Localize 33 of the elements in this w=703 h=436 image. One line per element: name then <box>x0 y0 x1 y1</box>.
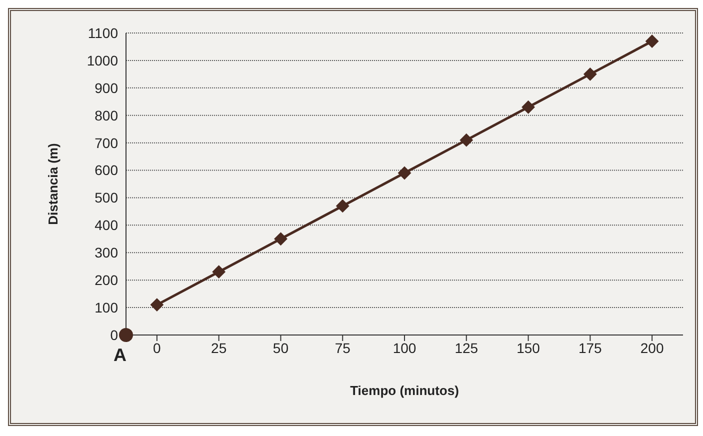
y-tick-label: 900 <box>94 80 118 96</box>
y-tick-label: 600 <box>94 162 118 178</box>
y-tick-label: 0 <box>110 326 118 343</box>
y-tick-label: 1100 <box>88 24 118 41</box>
y-tick-label: 100 <box>94 300 118 316</box>
y-tick-label: 700 <box>94 134 118 151</box>
y-tick-label: 300 <box>94 244 118 261</box>
y-axis-title: Distancia (m) <box>46 143 61 225</box>
point <box>212 265 226 278</box>
point <box>336 199 350 212</box>
x-tick-label: 25 <box>211 340 227 356</box>
y-tick-label: 400 <box>94 217 118 234</box>
y-tick-label: 1000 <box>86 52 118 68</box>
point <box>522 100 535 114</box>
point <box>646 34 659 48</box>
y-tick-label: 200 <box>94 272 118 288</box>
point <box>460 134 473 147</box>
x-tick-label: 125 <box>454 340 478 356</box>
x-axis-title: Tiempo (minutos) <box>350 383 459 398</box>
point <box>274 232 288 246</box>
x-tick-label: 150 <box>516 340 540 356</box>
x-tick-label: 50 <box>272 340 289 356</box>
x-tick-label: 0 <box>153 340 162 356</box>
point <box>150 298 164 312</box>
x-tick-label: 200 <box>640 340 664 356</box>
x-tick-label: 100 <box>392 340 416 356</box>
x-tick-label: 175 <box>578 340 602 356</box>
y-tick-label: 500 <box>94 190 118 206</box>
point <box>398 166 411 180</box>
y-tick-label: 800 <box>94 107 118 124</box>
text: A <box>114 345 126 365</box>
x-tick-label: 75 <box>334 340 351 356</box>
point <box>584 68 597 81</box>
